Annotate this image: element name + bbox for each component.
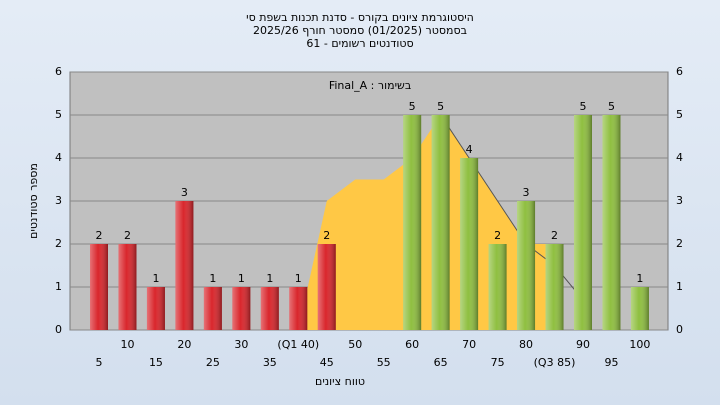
chart-subtitle: 61 - סטודנטים רשומים	[306, 37, 413, 50]
x-tick-label: 50	[348, 338, 362, 351]
x-tick-label: 90	[576, 338, 590, 351]
chart-title: היסטוגרמת ציונים בקורס - סדנת תכנות בשפת…	[246, 11, 474, 24]
x-tick-label: 65	[434, 356, 448, 369]
bar-shade	[517, 201, 536, 330]
chart-subtitle: בסמסטר (01/2025) סמסטר חורף 2025/26	[253, 24, 467, 37]
bar-shade	[90, 244, 108, 330]
bar-shade	[317, 244, 336, 330]
data-label: 1	[295, 272, 302, 285]
data-label: 2	[551, 229, 558, 242]
x-axis-label: טווח ציונים	[315, 375, 365, 388]
x-tick-label: 55	[377, 356, 391, 369]
y-axis-label: מספר סטודנטים	[27, 163, 40, 239]
bar-shade	[146, 287, 165, 330]
y2-tick-label: 4	[676, 151, 683, 164]
bar-shade	[118, 244, 137, 330]
data-label: 2	[96, 229, 103, 242]
bar-shade	[260, 287, 279, 330]
bar-shade	[545, 244, 564, 330]
y-tick-label: 6	[55, 65, 62, 78]
x-tick-label: 20	[177, 338, 191, 351]
bar-shade	[431, 115, 450, 330]
x-tick-label: 25	[206, 356, 220, 369]
bar-shade	[175, 201, 194, 330]
data-label: 5	[437, 100, 444, 113]
data-label: 1	[152, 272, 159, 285]
bar-shade	[573, 115, 592, 330]
x-tick-label: 45	[320, 356, 334, 369]
data-label: 3	[523, 186, 530, 199]
data-label: 5	[608, 100, 615, 113]
y-tick-label: 1	[55, 280, 62, 293]
x-tick-label: 30	[234, 338, 248, 351]
x-tick-label: 60	[405, 338, 419, 351]
x-tick-label: 70	[462, 338, 476, 351]
x-tick-label: 15	[149, 356, 163, 369]
annotation: Final_A : בשימור	[329, 79, 411, 92]
y-tick-label: 2	[55, 237, 62, 250]
x-tick-label: 5	[96, 356, 103, 369]
x-tick-label: 95	[604, 356, 618, 369]
y2-tick-label: 5	[676, 108, 683, 121]
y-tick-label: 5	[55, 108, 62, 121]
data-label: 5	[409, 100, 416, 113]
data-label: 1	[209, 272, 216, 285]
y-tick-label: 0	[55, 323, 62, 336]
data-label: 3	[181, 186, 188, 199]
bar-shade	[203, 287, 222, 330]
y2-tick-label: 3	[676, 194, 683, 207]
x-tick-label: 10	[120, 338, 134, 351]
bar-shade	[232, 287, 251, 330]
x-tick-label: (Q3 85)	[534, 356, 576, 369]
y2-tick-label: 0	[676, 323, 683, 336]
data-label: 5	[579, 100, 586, 113]
data-label: 2	[494, 229, 501, 242]
data-label: 2	[124, 229, 131, 242]
x-tick-label: 75	[491, 356, 505, 369]
data-label: 1	[238, 272, 245, 285]
y-tick-label: 4	[55, 151, 62, 164]
x-tick-label: 80	[519, 338, 533, 351]
data-label: 4	[466, 143, 473, 156]
data-label: 1	[636, 272, 643, 285]
y-tick-label: 3	[55, 194, 62, 207]
bar-shade	[602, 115, 621, 330]
x-tick-label: (Q1 40)	[277, 338, 319, 351]
data-label: 2	[323, 229, 330, 242]
y2-tick-label: 2	[676, 237, 683, 250]
y2-tick-label: 1	[676, 280, 683, 293]
data-label: 1	[266, 272, 273, 285]
x-tick-label: 35	[263, 356, 277, 369]
y2-tick-label: 6	[676, 65, 683, 78]
bar-shade	[460, 158, 479, 330]
bar-shade	[403, 115, 422, 330]
bar-shade	[630, 287, 649, 330]
bar-shade	[488, 244, 507, 330]
x-tick-label: 100	[629, 338, 650, 351]
bar-shade	[289, 287, 308, 330]
